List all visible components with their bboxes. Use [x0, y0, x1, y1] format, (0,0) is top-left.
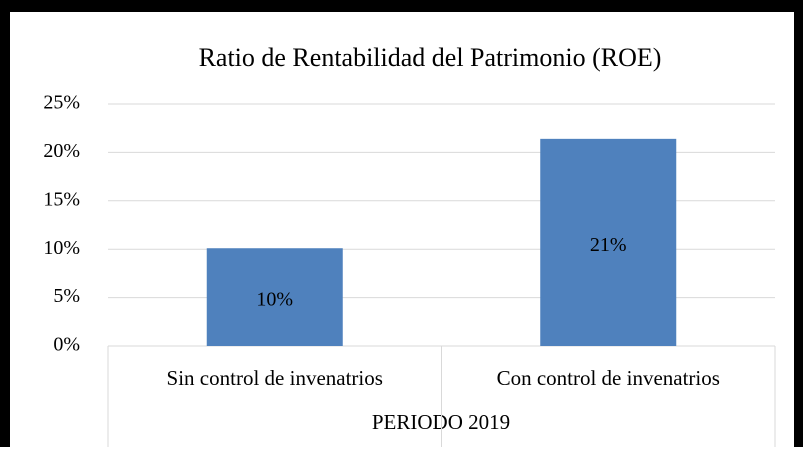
- x-tick-label: Sin control de invenatrios: [167, 366, 383, 390]
- y-tick-label: 5%: [53, 285, 80, 307]
- x-tick-label: Con control de invenatrios: [497, 366, 720, 390]
- y-tick-label: 20%: [43, 140, 80, 162]
- bar: [540, 138, 677, 346]
- y-tick-label: 25%: [43, 92, 80, 114]
- y-tick-label: 10%: [43, 237, 80, 259]
- y-tick-label: 0%: [53, 334, 80, 356]
- bar: [206, 248, 343, 346]
- chart-title: Ratio de Rentabilidad del Patrimonio (RO…: [199, 43, 662, 72]
- data-label: 21%: [590, 234, 627, 256]
- data-label: 10%: [256, 289, 293, 311]
- y-tick-label: 15%: [43, 188, 80, 210]
